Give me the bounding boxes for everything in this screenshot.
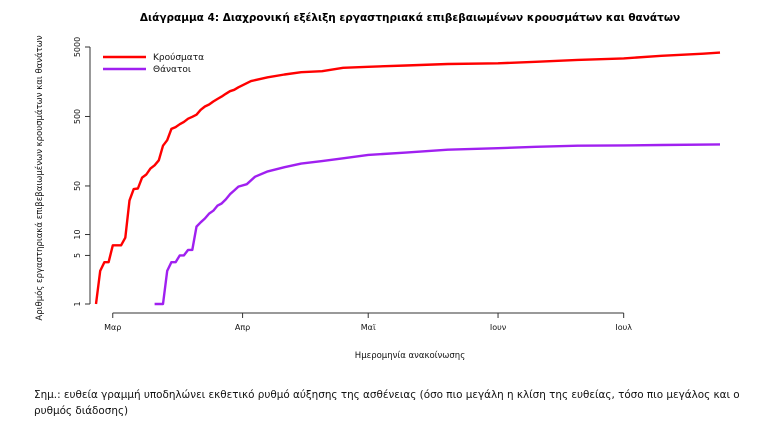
x-tick-label: Ιουν — [490, 323, 507, 332]
series-line-cases — [94, 51, 721, 305]
series-line-deaths — [154, 143, 721, 306]
y-tick-label: 1 — [73, 301, 82, 306]
y-axis-label: Αριθμός εργαστηριακά επιβεβαιωμένων κρου… — [34, 35, 45, 320]
legend-label: Θάνατοι — [153, 65, 191, 75]
y-tick-label: 5 — [73, 253, 82, 258]
x-axis-label: Ημερομηνία ανακοίνωσης — [355, 351, 465, 361]
y-tick-label: 50 — [73, 181, 82, 191]
y-tick-label: 10 — [73, 229, 82, 239]
plot-area — [94, 51, 721, 306]
chart: Διάγραμμα 4: Διαχρονική εξέλιξη εργαστηρ… — [34, 12, 721, 361]
legend-label: Κρούσματα — [153, 52, 204, 63]
x-tick-label: Μαϊ — [361, 323, 376, 332]
x-tick-label: Μαρ — [104, 323, 121, 332]
chart-title: Διάγραμμα 4: Διαχρονική εξέλιξη εργαστηρ… — [140, 12, 680, 24]
x-tick-label: Απρ — [235, 323, 250, 332]
x-tick-label: Ιουλ — [615, 323, 632, 332]
footnote: Σημ.: ευθεία γραμμή υποδηλώνει εκθετικό … — [34, 389, 740, 417]
axes: 1 5 10 50 500 5000 Μαρ Απρ Μαϊ Ιουν Ιουλ — [73, 37, 632, 332]
y-tick-label: 500 — [73, 109, 82, 124]
legend: Κρούσματα Θάνατοι — [103, 52, 204, 75]
y-tick-label: 5000 — [73, 37, 82, 57]
